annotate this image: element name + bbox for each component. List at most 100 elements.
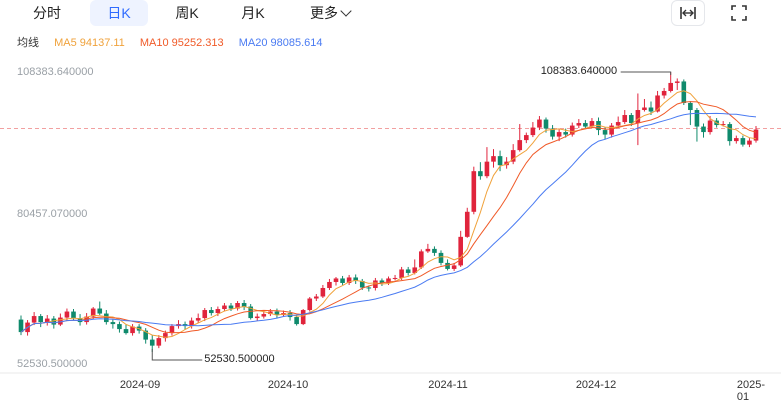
candle-body[interactable] <box>642 107 647 111</box>
candle-body[interactable] <box>64 311 70 318</box>
candle-body[interactable] <box>314 296 319 299</box>
candle-body[interactable] <box>38 316 43 323</box>
fullscreen-button[interactable] <box>722 0 756 26</box>
candle-body[interactable] <box>747 140 752 145</box>
candle-body[interactable] <box>648 107 654 112</box>
candle-body[interactable] <box>674 81 680 83</box>
candle-body[interactable] <box>464 211 470 237</box>
candle-body[interactable] <box>274 311 280 316</box>
candle-body[interactable] <box>90 308 96 317</box>
candle-body[interactable] <box>268 311 273 315</box>
candle-body[interactable] <box>425 248 431 252</box>
candle-body[interactable] <box>130 326 135 334</box>
candle-body[interactable] <box>720 124 726 126</box>
candle-body[interactable] <box>438 252 444 263</box>
candle-body[interactable] <box>31 316 37 323</box>
candle-body[interactable] <box>235 303 240 309</box>
candle-body[interactable] <box>753 129 759 141</box>
candle-body[interactable] <box>622 115 628 123</box>
candle-body[interactable] <box>163 333 168 339</box>
candle-body[interactable] <box>44 318 50 323</box>
candle-body[interactable] <box>248 306 253 319</box>
candle-body[interactable] <box>445 262 450 269</box>
candle-body[interactable] <box>556 132 562 137</box>
candle-body[interactable] <box>104 313 109 323</box>
candle-body[interactable] <box>615 122 621 126</box>
candle-body[interactable] <box>58 317 63 325</box>
candle-body[interactable] <box>484 161 490 177</box>
candle-body[interactable] <box>327 281 332 288</box>
candle-body[interactable] <box>629 115 634 124</box>
candle-body[interactable] <box>602 130 608 135</box>
candle-body[interactable] <box>156 338 162 346</box>
candle-body[interactable] <box>307 298 313 311</box>
candle-body[interactable] <box>661 90 667 96</box>
candle-body[interactable] <box>550 128 555 137</box>
candle-body[interactable] <box>451 265 457 269</box>
candle-body[interactable] <box>399 269 404 278</box>
candle-body[interactable] <box>583 123 588 127</box>
candle-body[interactable] <box>366 287 372 289</box>
candle-body[interactable] <box>727 124 733 142</box>
candle-body[interactable] <box>228 305 234 309</box>
expand-horizontal-button[interactable] <box>671 0 705 26</box>
candle-body[interactable] <box>222 305 227 310</box>
candle-body[interactable] <box>300 310 306 325</box>
candle-body[interactable] <box>189 320 194 327</box>
candle-body[interactable] <box>569 125 575 135</box>
candle-body[interactable] <box>320 287 326 297</box>
candle-body[interactable] <box>524 135 529 141</box>
candle-body[interactable] <box>609 125 614 135</box>
candle-body[interactable] <box>71 311 76 319</box>
candle-body[interactable] <box>241 303 247 307</box>
tab-minute[interactable]: 分时 <box>24 0 70 26</box>
candle-body[interactable] <box>537 119 542 128</box>
candle-body[interactable] <box>740 138 746 145</box>
candle-body[interactable] <box>215 309 221 314</box>
candle-body[interactable] <box>563 132 568 135</box>
tab-weekly-k[interactable]: 周K <box>166 0 208 26</box>
candle-body[interactable] <box>471 171 477 212</box>
candle-body[interactable] <box>294 317 299 325</box>
candle-body[interactable] <box>543 119 549 129</box>
candle-body[interactable] <box>359 280 365 288</box>
candle-body[interactable] <box>97 308 103 314</box>
candle-body[interactable] <box>734 138 739 142</box>
candle-body[interactable] <box>386 278 391 283</box>
candle-body[interactable] <box>504 161 509 166</box>
candle-body[interactable] <box>432 248 437 253</box>
candle-body[interactable] <box>405 269 411 273</box>
candle-body[interactable] <box>209 310 214 314</box>
candle-body[interactable] <box>379 280 385 283</box>
candle-body[interactable] <box>635 110 641 124</box>
candle-body[interactable] <box>517 140 523 151</box>
candle-body[interactable] <box>149 339 155 346</box>
candle-body[interactable] <box>169 326 175 334</box>
candle-body[interactable] <box>478 171 483 177</box>
candle-body[interactable] <box>589 121 595 127</box>
tab-daily-k[interactable]: 日K <box>90 0 148 26</box>
candle-body[interactable] <box>668 82 673 91</box>
candle-body[interactable] <box>117 324 122 330</box>
candle-body[interactable] <box>419 251 424 268</box>
candle-body[interactable] <box>353 277 358 281</box>
candle-body[interactable] <box>510 150 516 162</box>
candle-body[interactable] <box>497 156 503 166</box>
candle-body[interactable] <box>392 277 398 279</box>
candle-body[interactable] <box>655 95 660 112</box>
candle-body[interactable] <box>110 322 116 325</box>
candle-body[interactable] <box>261 314 267 317</box>
candle-body[interactable] <box>688 102 693 111</box>
candle-body[interactable] <box>333 278 339 282</box>
candle-body[interactable] <box>123 329 129 334</box>
candle-body[interactable] <box>681 81 687 103</box>
tab-more[interactable]: 更多 <box>304 0 356 26</box>
candle-body[interactable] <box>18 319 24 333</box>
candle-body[interactable] <box>412 267 418 273</box>
candle-body[interactable] <box>143 330 148 340</box>
candle-body[interactable] <box>254 316 260 319</box>
candle-body[interactable] <box>491 156 496 162</box>
candle-body[interactable] <box>530 127 536 136</box>
candle-body[interactable] <box>340 278 345 283</box>
